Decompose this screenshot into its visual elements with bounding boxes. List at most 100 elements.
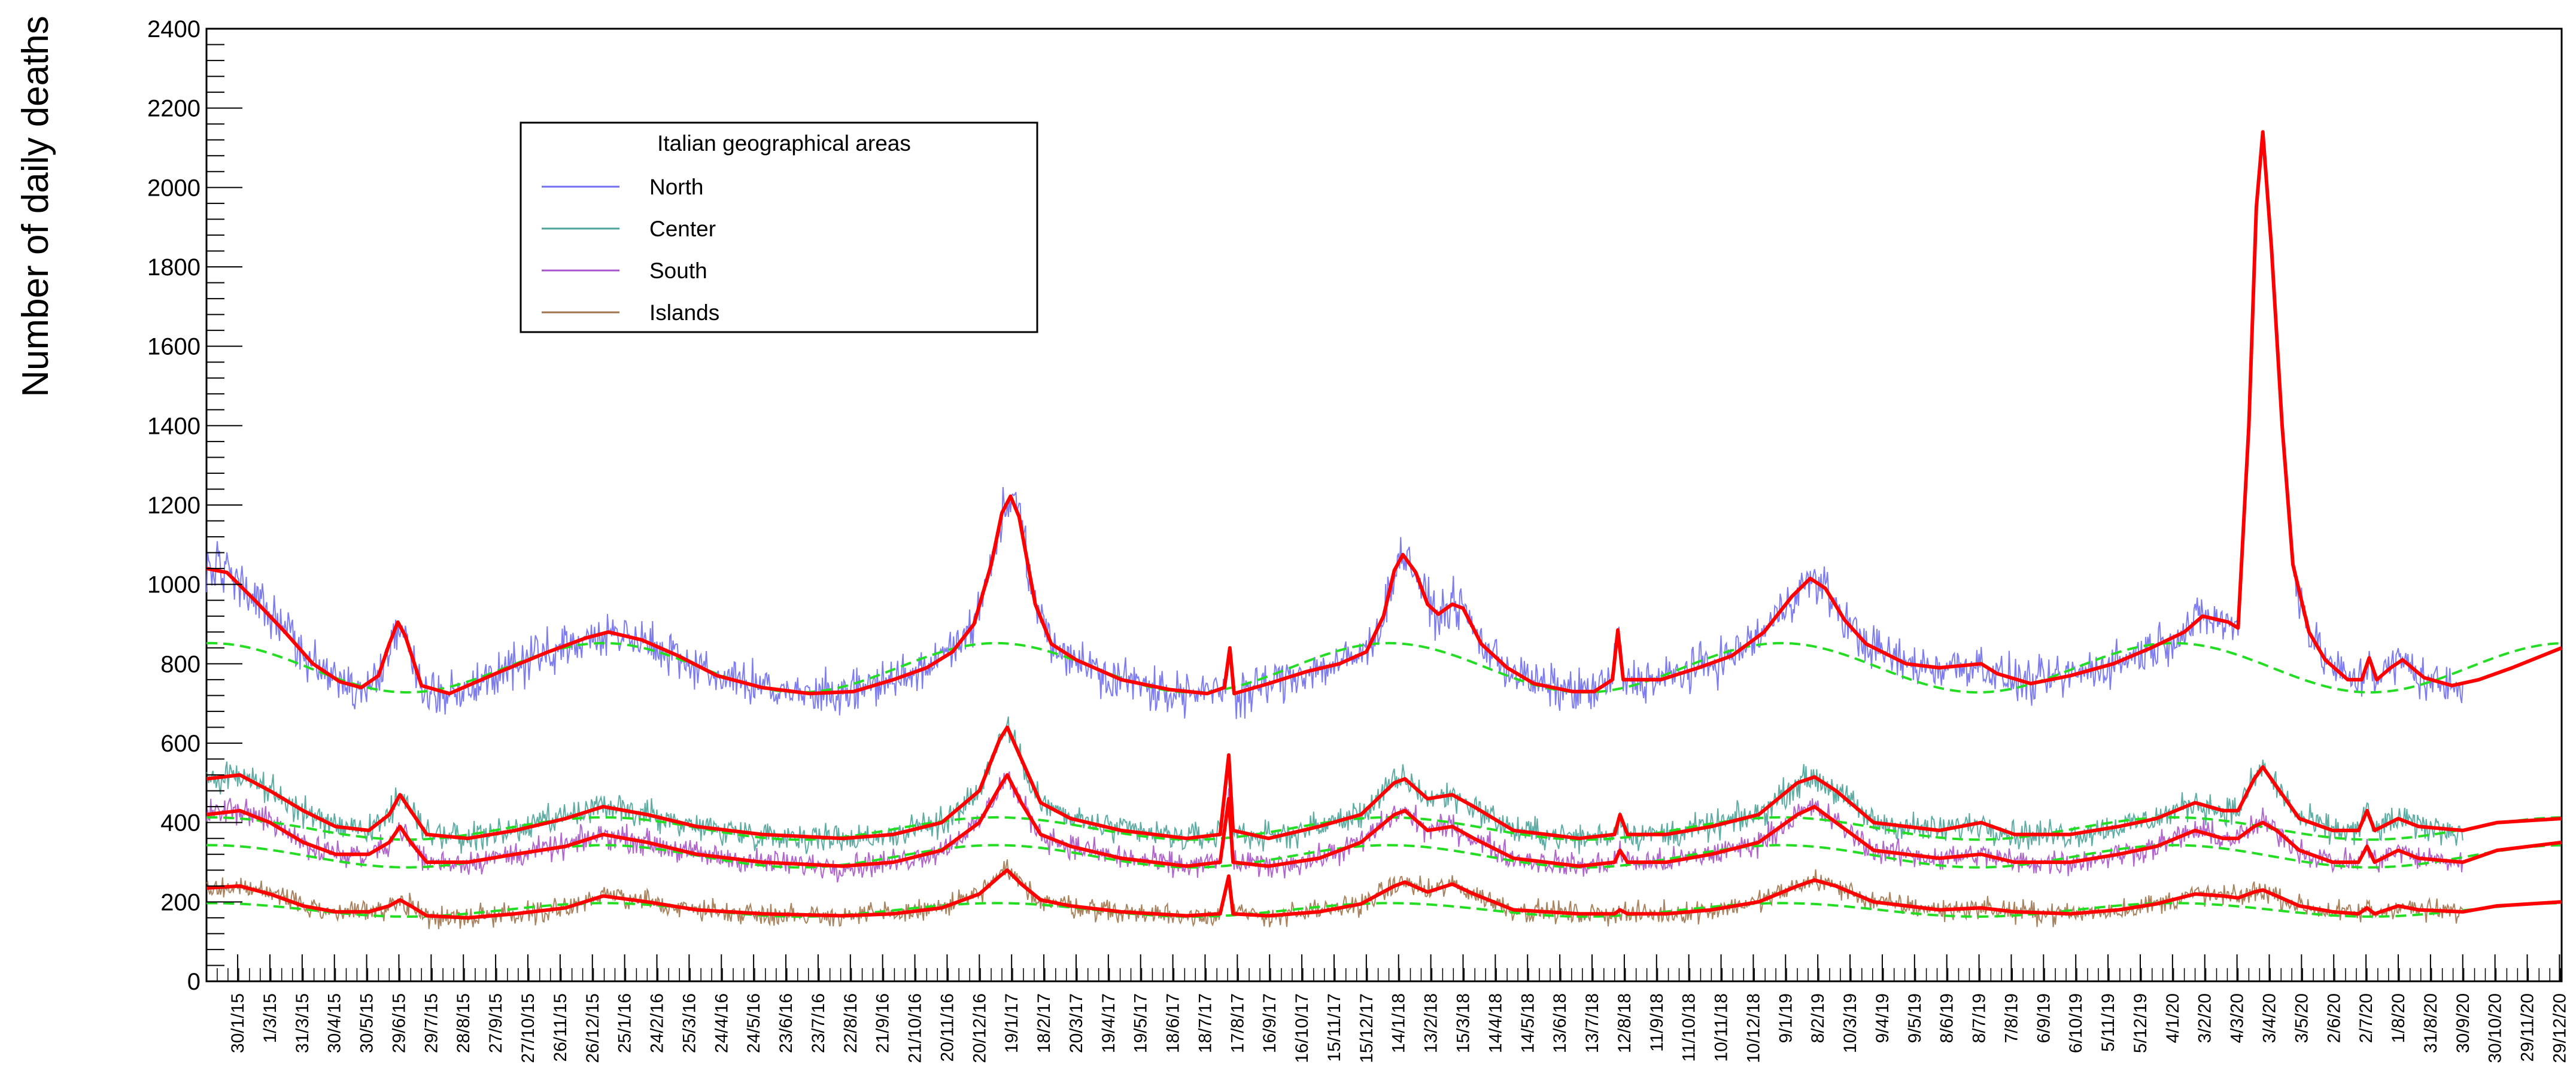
x-tick-label: 9/4/19 [1873, 993, 1892, 1043]
x-tick-label: 18/6/17 [1164, 993, 1183, 1053]
x-tick-label: 14/4/18 [1486, 993, 1505, 1053]
x-tick-label: 18/2/17 [1034, 993, 1054, 1053]
y-tick-label: 1600 [147, 334, 201, 360]
legend: Italian geographical areas North Center So… [520, 121, 1038, 333]
x-tick-label: 29/11/20 [2518, 993, 2538, 1062]
x-tick-label: 27/10/15 [518, 993, 538, 1063]
x-tick-label: 8/7/19 [1970, 993, 1989, 1043]
baseline-layer [206, 641, 2561, 918]
x-tick-label: 26/12/15 [583, 993, 603, 1063]
x-tick-label: 30/9/20 [2453, 993, 2473, 1053]
x-tick-label: 26/11/15 [551, 993, 570, 1062]
x-tick-label: 27/9/15 [486, 993, 506, 1053]
fit-curve-2 [206, 725, 2562, 841]
x-tick-label: 19/5/17 [1131, 993, 1151, 1053]
x-tick-label: 22/8/16 [841, 993, 861, 1053]
x-tick-label: 10/12/18 [1743, 993, 1763, 1063]
x-tick-label: 1/8/20 [2389, 993, 2408, 1043]
x-tick-label: 20/11/16 [937, 993, 957, 1062]
y-tick-label: 1200 [147, 492, 201, 519]
y-tick-label: 400 [160, 810, 201, 836]
x-tick-label: 19/4/17 [1099, 993, 1119, 1053]
x-tick-label: 28/8/15 [454, 993, 473, 1053]
x-tick-label: 2/6/20 [2324, 993, 2344, 1043]
x-tick-label: 16/9/17 [1260, 993, 1280, 1053]
x-tick-label: 30/4/15 [325, 993, 345, 1053]
x-tick-label: 5/12/19 [2131, 993, 2150, 1053]
x-tick-label: 25/1/16 [615, 993, 635, 1053]
legend-title: Italian geographical areas [657, 131, 911, 156]
x-tick-label: 24/2/16 [648, 993, 667, 1053]
y-tick-label: 600 [160, 731, 201, 757]
legend-label-center: Center [649, 217, 716, 241]
x-tick-label: 8/6/19 [1937, 993, 1957, 1043]
legend-entries: North Center South Islands [542, 175, 719, 325]
x-tick-label: 13/7/18 [1582, 993, 1602, 1053]
x-tick-label: 14/5/18 [1518, 993, 1538, 1053]
x-tick-label: 7/8/19 [2002, 993, 2022, 1043]
x-tick-label: 24/4/16 [712, 993, 731, 1053]
x-tick-label: 13/2/18 [1421, 993, 1441, 1053]
x-tick-label: 31/8/20 [2421, 993, 2441, 1053]
x-tick-label: 5/11/19 [2098, 993, 2118, 1052]
x-tick-label: 3/2/20 [2195, 993, 2215, 1043]
fit-curve-1 [206, 130, 2563, 696]
legend-label-north: North [649, 175, 703, 199]
axes-layer: 0 200 400 600 800 1000 1200 1400 1600 1800 2000 220… [147, 16, 2569, 1063]
baseline-curve-2 [206, 816, 2561, 841]
y-tick-label: 1400 [147, 413, 201, 439]
x-tick-label: 31/3/15 [293, 993, 312, 1053]
y-tick-label: 800 [160, 651, 201, 677]
x-tick-label: 14/1/18 [1389, 993, 1409, 1053]
legend-box [520, 121, 1038, 333]
y-tick-label: 2400 [147, 16, 201, 42]
x-tick-label: 6/9/19 [2034, 993, 2053, 1043]
x-tick-label: 20/3/17 [1067, 993, 1086, 1053]
x-tick-label: 9/5/19 [1905, 993, 1925, 1043]
x-tick-label: 10/3/19 [1840, 993, 1860, 1053]
fit-curve-3 [206, 773, 2562, 868]
x-tick-label: 29/7/15 [421, 993, 441, 1053]
x-tick-label: 6/10/19 [2066, 993, 2086, 1053]
x-tick-label: 3/4/20 [2260, 993, 2280, 1043]
x-tick-label: 16/10/17 [1292, 993, 1312, 1063]
x-tick-label: 10/11/18 [1712, 993, 1731, 1062]
y-tick-label: 1000 [147, 572, 201, 598]
x-tick-label: 12/8/18 [1615, 993, 1635, 1053]
x-tick-label: 8/2/19 [1808, 993, 1828, 1043]
y-axis-label: Number of daily deaths [15, 16, 56, 397]
x-tick-label: 21/10/16 [906, 993, 925, 1063]
x-tick-label: 29/6/15 [390, 993, 409, 1053]
x-tick-label: 25/3/16 [679, 993, 699, 1053]
x-tick-label: 30/1/15 [228, 993, 248, 1053]
fit-curve-layer [206, 130, 2563, 920]
baseline-curve-4 [206, 902, 2561, 918]
x-tick-label: 9/1/19 [1776, 993, 1796, 1043]
x-tick-label: 19/1/17 [1002, 993, 1022, 1053]
x-tick-label: 23/7/16 [809, 993, 828, 1053]
y-tick-label: 0 [187, 969, 201, 995]
y-tick-label: 1800 [147, 254, 201, 281]
x-tick-label: 21/9/16 [873, 993, 893, 1053]
legend-label-islands: Islands [649, 300, 719, 325]
fit-curve-4 [206, 868, 2562, 920]
x-tick-label: 4/1/20 [2163, 993, 2183, 1043]
x-tick-label: 2/7/20 [2356, 993, 2376, 1043]
x-tick-label: 11/10/18 [1679, 993, 1699, 1062]
x-tick-label: 23/6/16 [776, 993, 796, 1053]
x-tick-label: 24/5/16 [744, 993, 764, 1053]
x-tick-label: 13/6/18 [1550, 993, 1570, 1053]
x-tick-label: 15/3/18 [1454, 993, 1474, 1053]
x-tick-label: 11/9/18 [1647, 993, 1667, 1052]
x-tick-label: 29/12/20 [2550, 993, 2569, 1063]
x-tick-label: 17/8/17 [1228, 993, 1247, 1053]
x-tick-label: 15/12/17 [1357, 993, 1377, 1063]
x-tick-label: 1/3/15 [260, 993, 280, 1043]
baseline-curve-1 [206, 641, 2561, 694]
x-tick-label: 18/7/17 [1196, 993, 1216, 1053]
x-tick-label: 20/12/16 [970, 993, 989, 1063]
y-tick-label: 2200 [147, 96, 201, 122]
x-tick-label: 30/10/20 [2486, 993, 2505, 1063]
